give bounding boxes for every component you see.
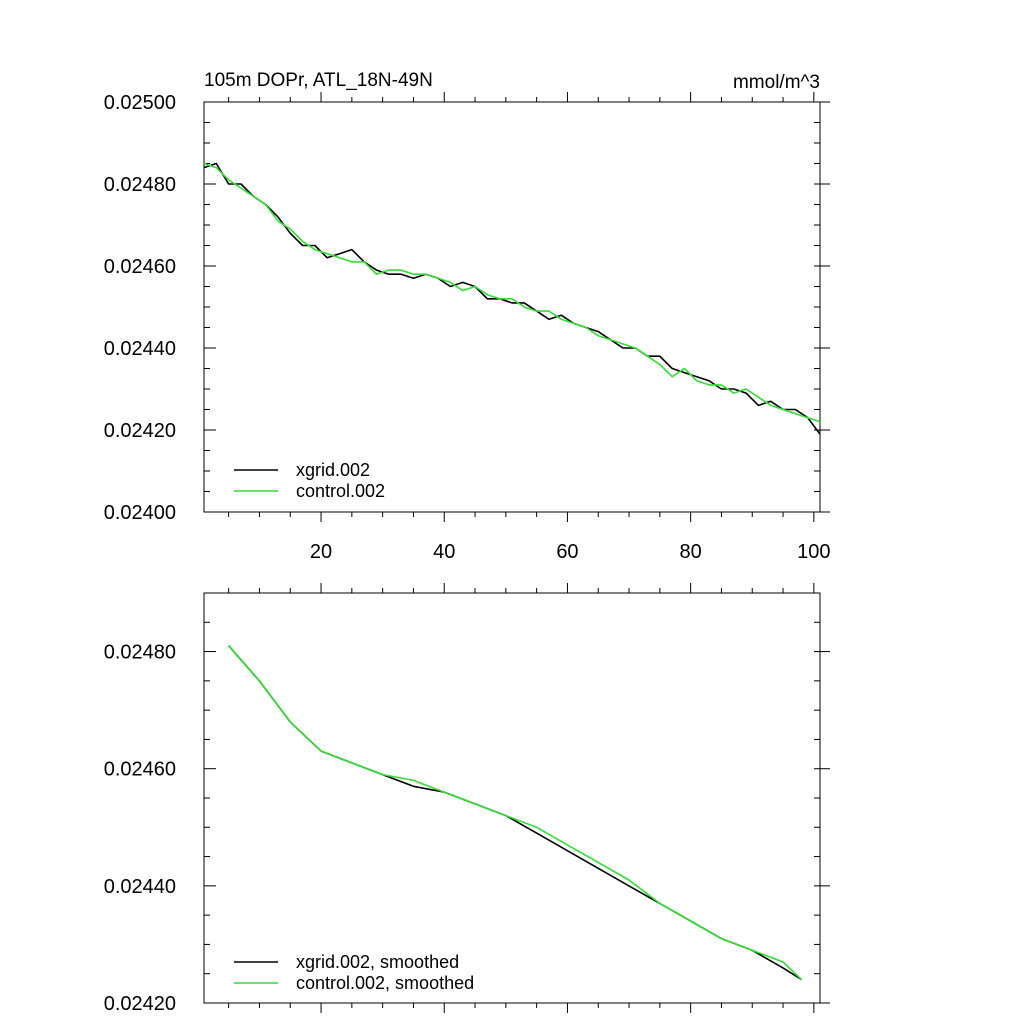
panel-1-legend-label-1: xgrid.002 [296,460,370,480]
panel-2-series-line-1 [227,645,802,981]
panel-1-x-tick-label: 100 [797,541,830,563]
panel-1-chart-title: 105m DOPr, ATL_18N-49N [204,70,433,91]
panel-1-y-tick-label: 0.02480 [104,174,176,196]
panel-1-x-tick-label: 40 [433,541,455,563]
panel-1-x-tick-label: 20 [310,541,332,563]
panel-1-series-line-1 [203,162,821,435]
panel-2-y-tick-label: 0.02420 [104,993,176,1015]
panel-1-x-tick-label: 80 [680,541,702,563]
panel-1-y-tick-label: 0.02500 [104,92,176,114]
panel-2-legend-label-2: control.002, smoothed [296,973,474,993]
panel-2-y-tick-label: 0.02460 [104,759,176,781]
panel-1-y-tick-label: 0.02440 [104,338,176,360]
panel-1-legend-label-2: control.002 [296,481,385,501]
panel-2-y-tick-label: 0.02480 [104,642,176,664]
panel-1-plot-frame [203,101,821,513]
panel-2-legend-label-1: xgrid.002, smoothed [296,952,459,972]
panel-1-series-line-2 [203,162,821,423]
panel-1-y-tick-label: 0.02400 [104,502,176,524]
panel-1-y-tick-label: 0.02420 [104,420,176,442]
panel-1-y-tick-label: 0.02460 [104,256,176,278]
panel-1-units-label: mmol/m^3 [733,72,820,93]
panel-2-y-tick-label: 0.02440 [104,876,176,898]
panel-1-x-tick-label: 60 [556,541,578,563]
panel-2-series-line-2 [227,645,803,981]
